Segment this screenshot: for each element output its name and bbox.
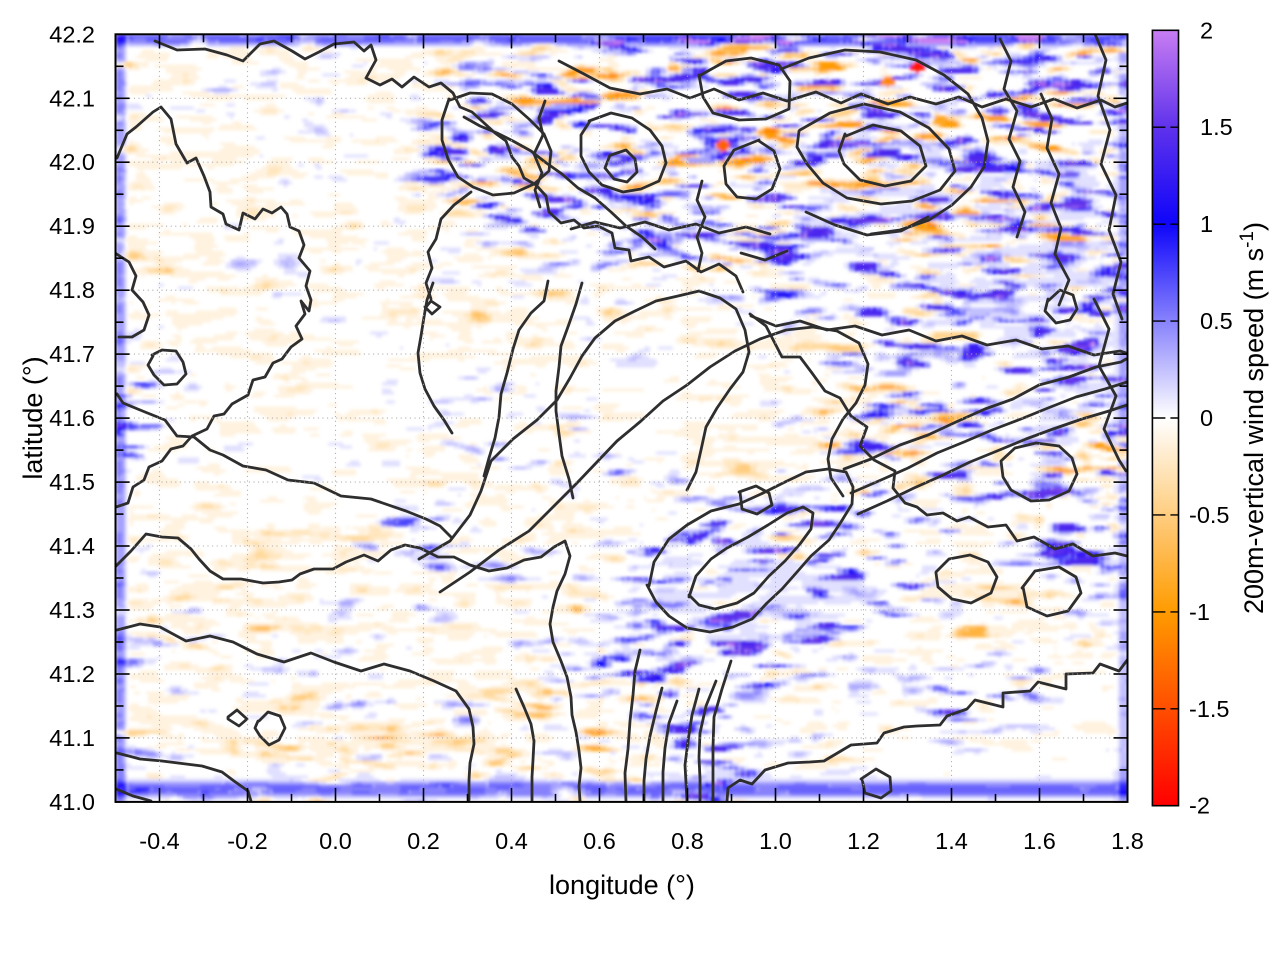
svg-text:0.0: 0.0 xyxy=(319,828,352,854)
svg-text:1.2: 1.2 xyxy=(847,828,880,854)
svg-text:0.2: 0.2 xyxy=(407,828,440,854)
svg-text:0.5: 0.5 xyxy=(1200,308,1233,334)
svg-text:longitude (°): longitude (°) xyxy=(549,870,695,900)
svg-text:0: 0 xyxy=(1200,405,1213,431)
svg-text:1.8: 1.8 xyxy=(1111,828,1144,854)
svg-text:0.4: 0.4 xyxy=(495,828,528,854)
svg-text:-2: -2 xyxy=(1189,793,1210,819)
svg-text:41.8: 41.8 xyxy=(49,277,95,303)
svg-text:41.3: 41.3 xyxy=(49,597,95,623)
svg-text:0.8: 0.8 xyxy=(671,828,704,854)
svg-text:41.1: 41.1 xyxy=(49,725,95,751)
svg-text:1.6: 1.6 xyxy=(1023,828,1056,854)
svg-text:-0.4: -0.4 xyxy=(139,828,180,854)
svg-text:41.4: 41.4 xyxy=(49,533,95,559)
svg-text:0.6: 0.6 xyxy=(583,828,616,854)
svg-text:41.6: 41.6 xyxy=(49,405,95,431)
svg-text:-1.5: -1.5 xyxy=(1189,696,1230,722)
svg-text:latitude (°): latitude (°) xyxy=(18,356,48,479)
svg-text:2: 2 xyxy=(1200,17,1213,43)
svg-text:41.7: 41.7 xyxy=(49,341,95,367)
svg-text:41.2: 41.2 xyxy=(49,661,95,687)
svg-text:1: 1 xyxy=(1200,211,1213,237)
svg-text:41.9: 41.9 xyxy=(49,213,95,239)
svg-text:-0.2: -0.2 xyxy=(227,828,268,854)
svg-text:41.5: 41.5 xyxy=(49,469,95,495)
svg-text:42.1: 42.1 xyxy=(49,85,95,111)
svg-text:-0.5: -0.5 xyxy=(1189,502,1230,528)
svg-text:1.5: 1.5 xyxy=(1200,114,1233,140)
svg-text:42.0: 42.0 xyxy=(49,149,95,175)
svg-text:42.2: 42.2 xyxy=(49,21,95,47)
svg-text:1.0: 1.0 xyxy=(759,828,792,854)
svg-text:-1: -1 xyxy=(1189,599,1210,625)
svg-text:1.4: 1.4 xyxy=(935,828,968,854)
svg-text:41.0: 41.0 xyxy=(49,789,95,815)
svg-text:200m-vertical wind speed (m s-: 200m-vertical wind speed (m s-1) xyxy=(1237,222,1269,614)
